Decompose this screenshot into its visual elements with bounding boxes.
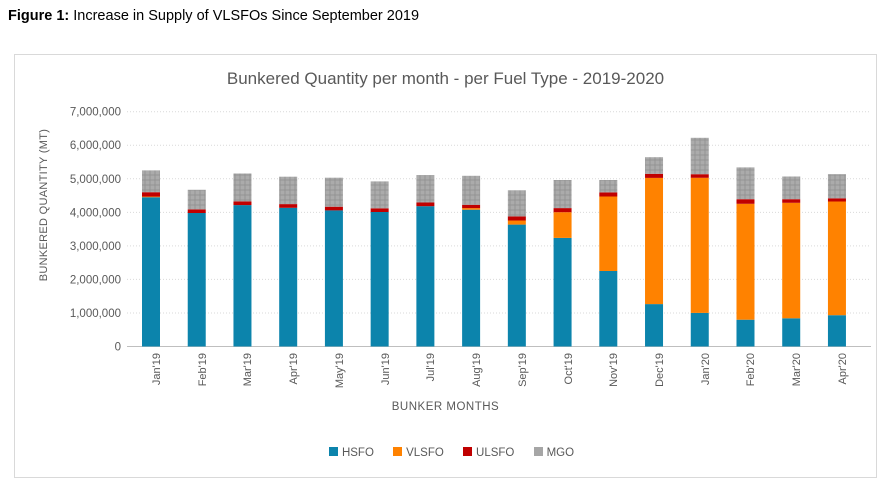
svg-text:6,000,000: 6,000,000 (70, 140, 121, 152)
svg-text:0: 0 (115, 342, 121, 354)
svg-text:5,000,000: 5,000,000 (70, 174, 121, 186)
svg-text:3,000,000: 3,000,000 (70, 241, 121, 253)
svg-text:2,000,000: 2,000,000 (70, 274, 121, 286)
svg-text:4,000,000: 4,000,000 (70, 207, 121, 219)
svg-text:7,000,000: 7,000,000 (70, 107, 121, 119)
svg-text:1,000,000: 1,000,000 (70, 308, 121, 320)
